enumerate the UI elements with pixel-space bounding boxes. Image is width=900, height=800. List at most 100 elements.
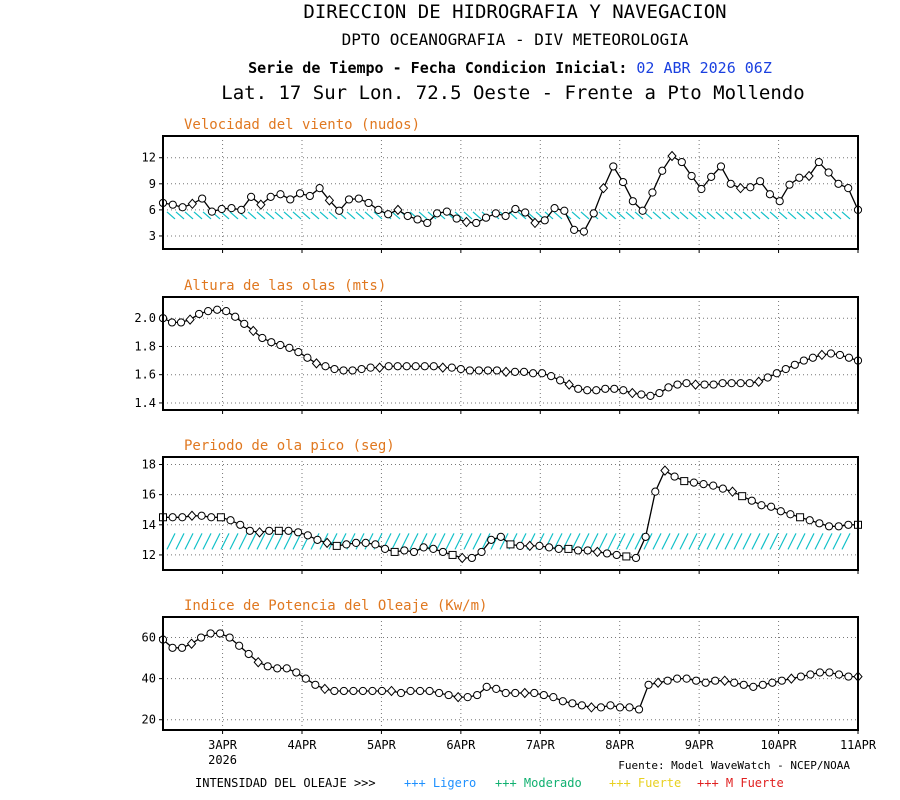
data-point: [339, 366, 348, 375]
data-point: [276, 340, 285, 350]
x-tick-label: 9APR: [685, 738, 715, 752]
swell-arrow: [328, 533, 338, 550]
data-point: [519, 367, 529, 376]
data-point: [606, 701, 615, 710]
data-point: [844, 353, 854, 362]
data-point: [419, 543, 428, 552]
swell-arrow: [589, 533, 599, 550]
data-point: [644, 680, 653, 689]
data-point: [380, 544, 390, 554]
header-department: DPTO OCEANOGRAFIA - DIV METEOROLOGIA: [342, 30, 689, 49]
wind-arrow: [301, 211, 311, 220]
data-point: [377, 686, 387, 696]
legend-item-3: +++ Fuerte: [609, 776, 681, 790]
wind-arrow: [787, 211, 797, 220]
swell-arrow: [751, 533, 761, 550]
data-point: [456, 364, 465, 374]
data-point: [520, 687, 530, 699]
swell-arrow: [697, 533, 707, 550]
x-tick-label: 7APR: [526, 738, 556, 752]
data-point: [825, 668, 834, 677]
panels: Velocidad del viento (nudos) 3 6 9 12 Altura …: [134, 117, 877, 767]
data-point: [294, 347, 303, 357]
data-point: [637, 390, 646, 399]
data-point: [438, 362, 448, 373]
data-point: [664, 383, 673, 392]
data-point: [726, 179, 735, 188]
swell-arrow: [499, 533, 509, 550]
data-point: [844, 184, 853, 193]
data-point: [282, 664, 291, 673]
wind-arrow: [319, 211, 329, 220]
data-point: [240, 319, 249, 328]
data-point: [477, 547, 486, 557]
data-point: [349, 686, 358, 696]
wind-arrow: [796, 211, 806, 220]
data-point: [222, 307, 231, 316]
data-point: [615, 703, 625, 712]
y-tick-label: 40: [142, 672, 156, 686]
y-tick-label: 1.4: [134, 396, 156, 410]
data-point: [622, 552, 631, 561]
data-point: [701, 678, 710, 687]
wind-arrow: [292, 211, 302, 220]
data-point: [187, 510, 197, 522]
data-point: [481, 213, 491, 222]
data-point: [366, 363, 375, 372]
wind-arrow: [823, 211, 833, 220]
data-point: [434, 688, 444, 698]
data-point: [602, 549, 612, 558]
data-point: [535, 541, 544, 550]
data-point: [824, 168, 833, 177]
data-point: [285, 343, 294, 352]
data-point: [824, 522, 834, 531]
swell-arrow: [787, 533, 797, 550]
data-point: [747, 496, 756, 505]
data-point: [554, 544, 563, 554]
data-point: [295, 189, 305, 198]
wind-arrow: [706, 211, 716, 220]
swell-arrow: [265, 533, 275, 550]
wind-arrow: [355, 211, 365, 220]
swell-arrow: [715, 533, 725, 550]
y-tick-label: 1.8: [134, 339, 156, 353]
data-point: [273, 664, 282, 673]
swell-arrow: [652, 533, 662, 550]
data-point: [253, 656, 263, 668]
data-point: [658, 166, 667, 175]
data-point: [413, 215, 422, 224]
data-point: [348, 366, 357, 375]
data-point: [776, 507, 785, 516]
data-point: [322, 537, 332, 549]
data-point: [697, 184, 706, 194]
swell-arrow: [238, 533, 248, 550]
data-point: [357, 364, 366, 374]
data-point: [677, 157, 686, 167]
swell-arrow: [832, 533, 842, 550]
data-point: [550, 204, 559, 213]
wind-arrow: [742, 211, 752, 220]
data-point: [796, 672, 805, 681]
data-point: [501, 366, 511, 378]
wind-arrow: [697, 211, 707, 220]
data-point: [718, 379, 727, 388]
panel-frame: [162, 456, 859, 571]
wind-arrow: [625, 211, 635, 220]
data-point: [231, 312, 240, 321]
data-point: [814, 157, 823, 167]
direction-arrows: [166, 533, 851, 550]
data-point: [786, 673, 797, 684]
data-point: [274, 526, 283, 535]
data-point: [406, 686, 415, 696]
wind-arrow: [220, 211, 230, 220]
data-point: [186, 638, 197, 649]
data-point: [311, 358, 322, 369]
data-point: [226, 516, 235, 525]
data-point: [634, 705, 644, 714]
data-point: [176, 318, 186, 327]
data-point: [631, 553, 641, 563]
series-line: [162, 155, 859, 233]
data-point: [168, 200, 177, 209]
x-tick-year: 2026: [208, 753, 237, 767]
y-tick-label: 9: [149, 177, 156, 191]
